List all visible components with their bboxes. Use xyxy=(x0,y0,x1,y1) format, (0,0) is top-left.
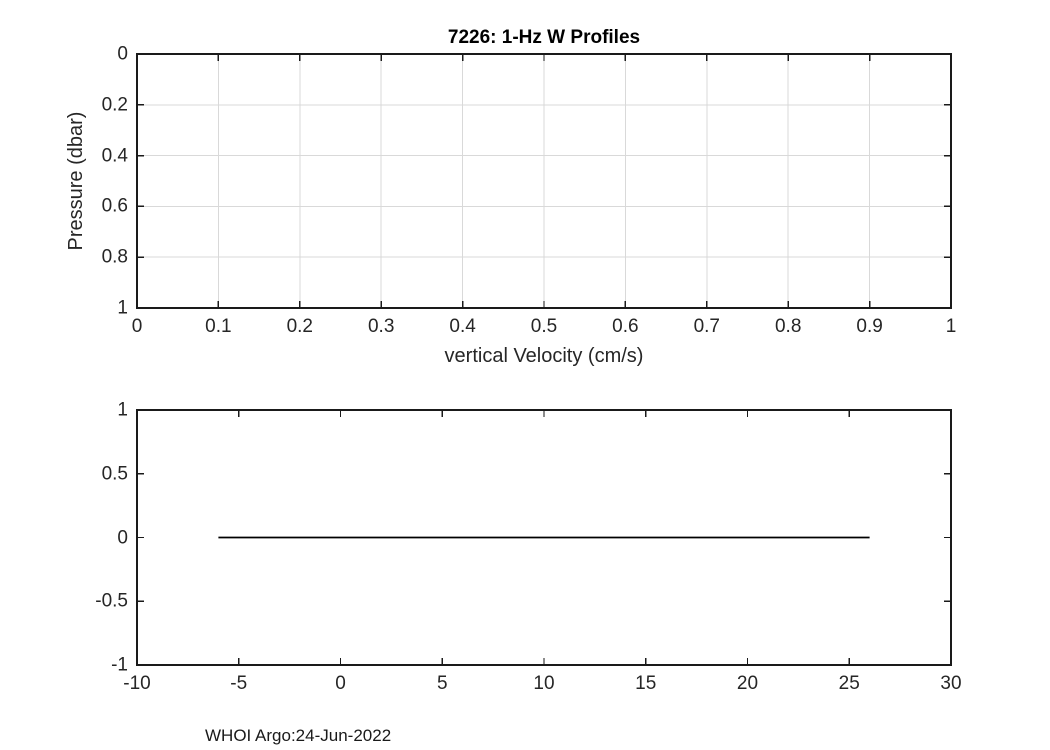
x-tick-label: 30 xyxy=(940,673,962,694)
figure-title: 7226: 1-Hz W Profiles xyxy=(447,27,641,48)
x-tick-label: -10 xyxy=(123,673,151,694)
y-axis-label: Pressure (dbar) xyxy=(65,111,87,251)
x-tick-label: 0 xyxy=(335,673,346,694)
x-tick-label: 0.3 xyxy=(367,316,395,337)
x-tick-label: 0 xyxy=(131,316,143,337)
y-tick-label: -1 xyxy=(111,654,128,676)
x-axis-label: vertical Velocity (cm/s) xyxy=(444,345,644,367)
y-tick-label: 0 xyxy=(117,43,128,65)
x-tick-label: 20 xyxy=(736,673,759,694)
x-tick-label: 5 xyxy=(436,673,448,694)
y-tick-label: 0 xyxy=(117,527,128,548)
x-tick-label: 0.1 xyxy=(205,316,232,337)
x-tick-label: 10 xyxy=(533,673,555,694)
y-tick-label: 0.8 xyxy=(101,246,128,268)
x-tick-label: 1 xyxy=(945,316,957,337)
y-tick-label: -0.5 xyxy=(95,590,128,612)
y-tick-label: 0.2 xyxy=(101,94,128,116)
y-tick-label: 0.6 xyxy=(101,195,128,217)
y-tick-label: 0.5 xyxy=(101,463,128,485)
x-tick-label: 0.8 xyxy=(774,316,802,337)
x-tick-label: 0.9 xyxy=(856,316,883,337)
figure-footer-note: WHOI Argo:24-Jun-2022 xyxy=(205,726,392,745)
x-tick-label: 0.2 xyxy=(286,316,314,337)
x-tick-label: -5 xyxy=(230,673,248,694)
x-tick-label: 25 xyxy=(838,673,860,694)
y-tick-label: 1 xyxy=(117,297,128,319)
x-tick-label: 15 xyxy=(635,673,657,694)
y-tick-label: 1 xyxy=(117,399,128,421)
x-tick-label: 0.7 xyxy=(693,316,721,337)
y-tick-label: 0.4 xyxy=(101,145,128,167)
x-tick-label: 0.4 xyxy=(449,316,476,337)
x-tick-label: 0.6 xyxy=(612,316,639,337)
x-tick-label: 0.5 xyxy=(530,316,558,337)
